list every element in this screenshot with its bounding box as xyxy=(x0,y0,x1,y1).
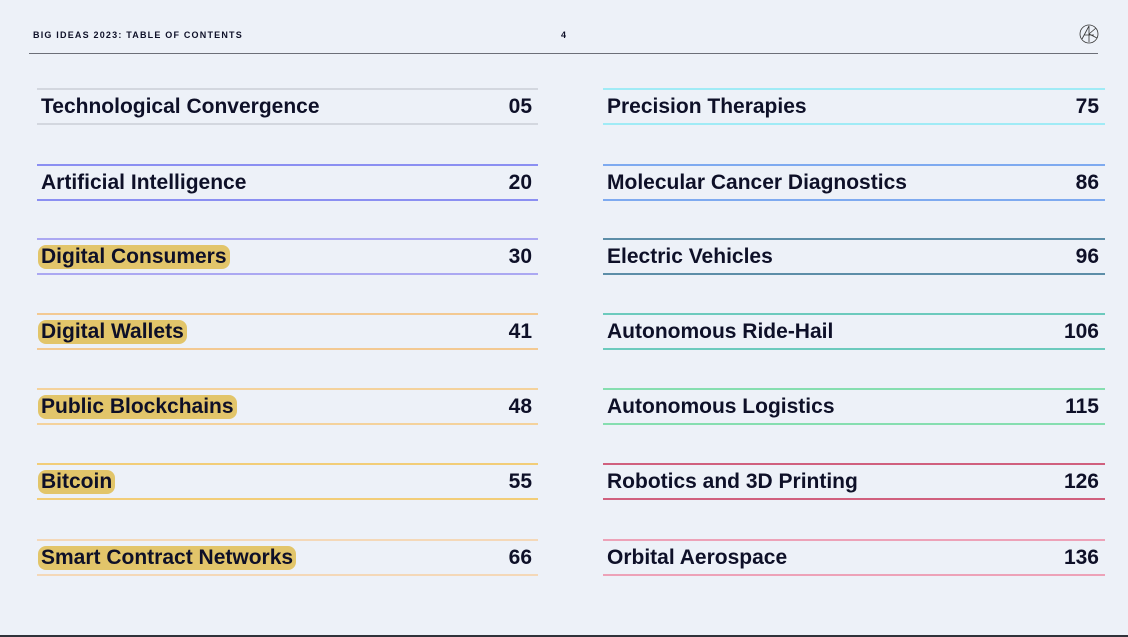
toc-entry[interactable]: Precision Therapies 75 xyxy=(603,88,1105,125)
toc-entry[interactable]: Digital Wallets 41 xyxy=(37,313,538,350)
toc-entry[interactable]: Robotics and 3D Printing 126 xyxy=(603,463,1105,500)
toc-entry-title: Public Blockchains xyxy=(38,394,237,419)
toc-entry[interactable]: Technological Convergence 05 xyxy=(37,88,538,125)
toc-entry-title: Orbital Aerospace xyxy=(607,545,788,569)
toc-entry-page: 30 xyxy=(508,244,532,268)
toc-entry-page: 48 xyxy=(508,394,532,418)
toc-entry-page: 106 xyxy=(1063,319,1099,343)
toc-entry[interactable]: Molecular Cancer Diagnostics 86 xyxy=(603,164,1105,201)
toc-entry-page: 41 xyxy=(508,319,532,343)
toc-entry[interactable]: Bitcoin 55 xyxy=(37,463,538,500)
ark-logo-icon xyxy=(1079,24,1099,44)
toc-entry[interactable]: Autonomous Ride-Hail 106 xyxy=(603,313,1105,350)
toc-entry[interactable]: Digital Consumers 30 xyxy=(37,238,538,275)
toc-entry-title: Electric Vehicles xyxy=(607,244,773,268)
toc-entry-title: Precision Therapies xyxy=(607,94,807,118)
toc-entry-page: 136 xyxy=(1063,545,1099,569)
toc-entry-title: Autonomous Ride-Hail xyxy=(607,319,834,343)
toc-entry[interactable]: Public Blockchains 48 xyxy=(37,388,538,425)
toc-entry[interactable]: Autonomous Logistics 115 xyxy=(603,388,1105,425)
toc-entry-page: 75 xyxy=(1075,94,1099,118)
toc-entry-page: 115 xyxy=(1065,394,1099,418)
toc-entry-page: 96 xyxy=(1075,244,1099,268)
toc-entry-title: Digital Wallets xyxy=(38,319,187,344)
toc-entry-page: 126 xyxy=(1063,469,1099,493)
toc-entry[interactable]: Orbital Aerospace 136 xyxy=(603,539,1105,576)
toc-entry-page: 20 xyxy=(508,170,532,194)
document-title: BIG IDEAS 2023: TABLE OF CONTENTS xyxy=(33,30,243,40)
toc-entry-title: Artificial Intelligence xyxy=(41,170,247,194)
toc-entry-page: 66 xyxy=(508,545,532,569)
toc-entry-page: 55 xyxy=(508,469,532,493)
toc-entry-page: 05 xyxy=(508,94,532,118)
toc-entry-page: 86 xyxy=(1075,170,1099,194)
toc-entry[interactable]: Smart Contract Networks 66 xyxy=(37,539,538,576)
page-number: 4 xyxy=(561,30,567,40)
toc-entry[interactable]: Electric Vehicles 96 xyxy=(603,238,1105,275)
toc-entry[interactable]: Artificial Intelligence 20 xyxy=(37,164,538,201)
toc-entry-title: Molecular Cancer Diagnostics xyxy=(607,170,907,194)
toc-entry-title: Technological Convergence xyxy=(41,94,320,118)
toc-entry-title: Digital Consumers xyxy=(38,244,230,269)
header-divider xyxy=(29,53,1098,54)
toc-entry-title: Smart Contract Networks xyxy=(38,545,297,570)
toc-entry-title: Bitcoin xyxy=(38,469,116,494)
toc-entry-title: Autonomous Logistics xyxy=(607,394,835,418)
bottom-divider xyxy=(0,635,1128,637)
toc-entry-title: Robotics and 3D Printing xyxy=(607,469,858,493)
